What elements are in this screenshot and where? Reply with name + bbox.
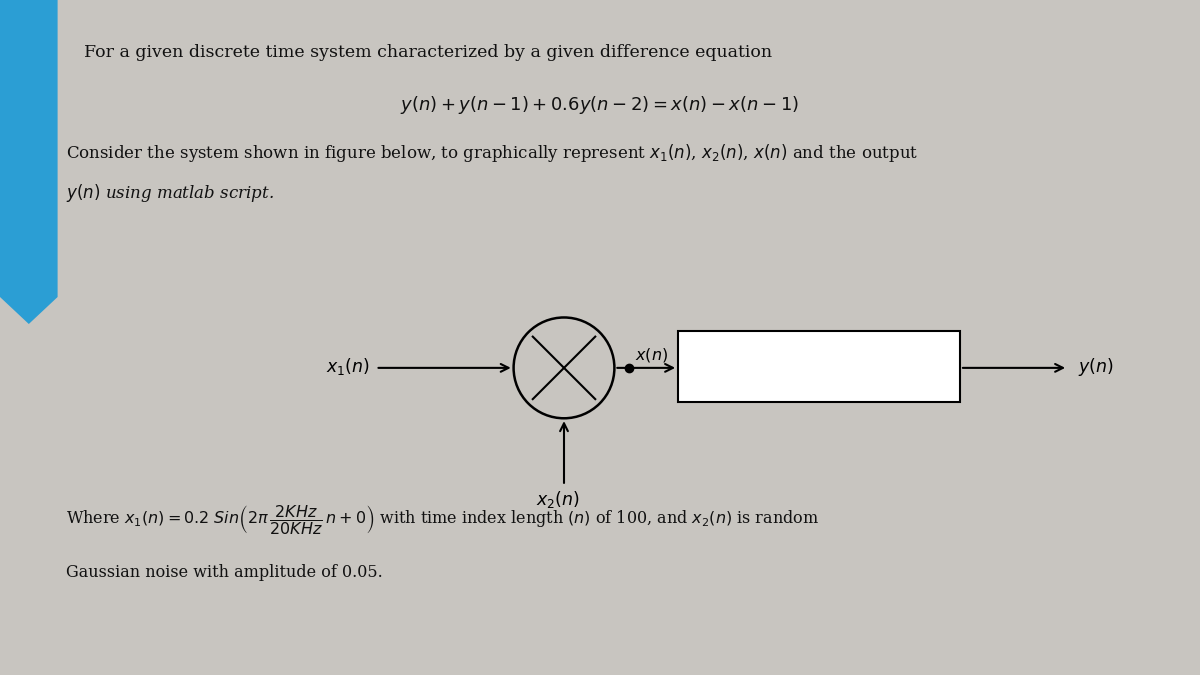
Text: Discrete system: Discrete system (742, 358, 896, 375)
Text: $x_2(n)$: $x_2(n)$ (536, 489, 580, 510)
Polygon shape (0, 0, 58, 324)
Text: Consider the system shown in figure below, to graphically represent $x_1(n)$, $x: Consider the system shown in figure belo… (66, 142, 918, 164)
Text: $x_1(n)$: $x_1(n)$ (325, 356, 370, 377)
Text: Where $x_1(n) = 0.2\ Sin\left(2\pi\,\dfrac{2KHz}{20KHz}\,n + 0\right)$ with time: Where $x_1(n) = 0.2\ Sin\left(2\pi\,\dfr… (66, 503, 820, 536)
Text: For a given discrete time system characterized by a given difference equation: For a given discrete time system charact… (84, 44, 772, 61)
Text: $y(n)$: $y(n)$ (1078, 356, 1114, 377)
Text: $y(n)$ using matlab script.: $y(n)$ using matlab script. (66, 182, 274, 205)
Text: $y(n) + y(n-1) + 0.6y(n-2) = x(n) - x(n-1)$: $y(n) + y(n-1) + 0.6y(n-2) = x(n) - x(n-… (401, 95, 799, 117)
Text: $x(n)$: $x(n)$ (635, 346, 668, 365)
FancyBboxPatch shape (678, 331, 960, 402)
Text: Gaussian noise with amplitude of 0.05.: Gaussian noise with amplitude of 0.05. (66, 564, 383, 580)
